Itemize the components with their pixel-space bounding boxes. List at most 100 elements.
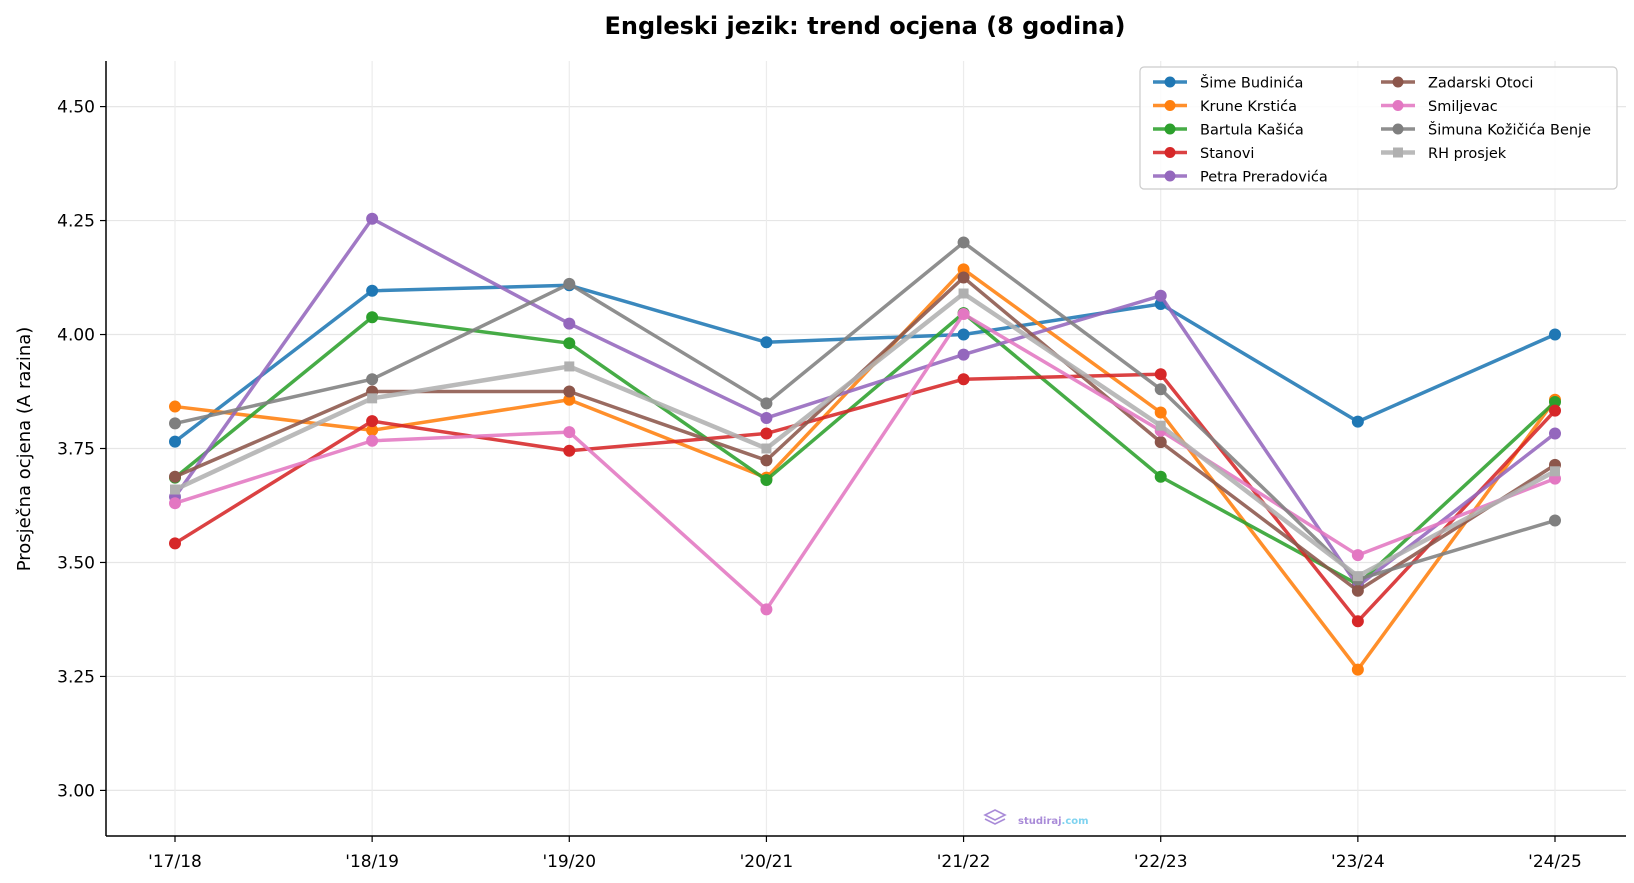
- legend-label: Petra Preradovića: [1200, 170, 1328, 186]
- legend-item: Stanovi: [1153, 146, 1254, 162]
- data-point: [957, 271, 970, 284]
- x-tick-label: '18/19: [345, 852, 399, 872]
- legend-label: Bartula Kašića: [1200, 123, 1304, 139]
- x-tick-label: '21/22: [937, 852, 991, 872]
- legend-item: Šime Budinića: [1153, 74, 1303, 92]
- y-tick-label: 3.25: [57, 667, 95, 687]
- data-point: [760, 454, 773, 467]
- data-point: [563, 426, 576, 439]
- svg-text:studiraj.com: studiraj.com: [1018, 816, 1089, 827]
- legend-swatch-marker: [1392, 100, 1404, 111]
- data-point: [1154, 383, 1167, 396]
- data-point: [366, 311, 379, 324]
- legend-item: Petra Preradovića: [1153, 170, 1328, 186]
- data-point: [366, 284, 379, 297]
- data-point: [1154, 406, 1167, 419]
- data-point: [957, 263, 970, 276]
- data-point: [1549, 328, 1561, 341]
- data-point: [1351, 615, 1364, 628]
- series-group: [169, 212, 1561, 676]
- data-point: [366, 424, 379, 437]
- legend-item: Smiljevac: [1381, 99, 1498, 115]
- data-point: [169, 417, 181, 430]
- data-point: [958, 288, 969, 299]
- y-tick-label: 4.50: [57, 98, 95, 118]
- data-point: [761, 443, 772, 454]
- series-line: [174, 240, 1556, 582]
- data-point: [563, 393, 576, 406]
- legend-swatch-marker: [1392, 123, 1404, 135]
- legend: Šime Budinića Krune Krstića Bartula Kašića…: [1139, 66, 1618, 190]
- data-point: [1352, 571, 1363, 582]
- y-tick-label: 3.50: [57, 553, 95, 573]
- y-tick-label: 4.25: [57, 212, 95, 232]
- data-point: [563, 317, 576, 330]
- data-point: [760, 397, 773, 410]
- legend-swatch-marker: [1164, 123, 1176, 135]
- data-point: [760, 473, 773, 486]
- data-point: [760, 427, 773, 440]
- data-point: [1154, 436, 1167, 449]
- series-zadarski-otoci: [169, 271, 1561, 597]
- legend-label: Stanovi: [1200, 146, 1254, 162]
- watermark-brand: studiraj: [1018, 816, 1062, 827]
- data-point: [957, 236, 970, 249]
- series-line: [173, 283, 1556, 444]
- data-point: [760, 411, 773, 424]
- series-line: [174, 312, 1556, 612]
- data-point: [760, 336, 773, 349]
- legend-item: Krune Krstića: [1153, 99, 1297, 115]
- legend-swatch-marker: [1393, 147, 1403, 158]
- data-point: [1549, 396, 1561, 408]
- series-line: [173, 216, 1557, 588]
- x-tick-label: '24/25: [1528, 852, 1582, 872]
- data-point: [169, 400, 181, 413]
- legend-item: Šimuna Kožičića Benje: [1381, 121, 1591, 139]
- data-point: [1154, 289, 1167, 302]
- legend-swatch-marker: [1164, 170, 1176, 182]
- watermark-logo-icon: [983, 809, 1007, 825]
- data-point: [563, 385, 576, 398]
- data-point: [1351, 584, 1364, 597]
- data-point: [367, 393, 378, 404]
- data-point: [564, 361, 575, 372]
- legend-label: Krune Krstića: [1200, 99, 1297, 115]
- data-point: [957, 348, 970, 361]
- data-point: [1549, 427, 1561, 440]
- data-point: [957, 328, 970, 341]
- data-point: [366, 415, 379, 428]
- x-tick-label: '19/20: [542, 852, 596, 872]
- data-point: [170, 484, 180, 495]
- series-line: [174, 372, 1557, 624]
- x-tick-label: '20/21: [740, 852, 794, 872]
- data-point: [957, 373, 970, 386]
- y-tick-label: 3.75: [57, 440, 95, 460]
- legend-item: Zadarski Otoci: [1381, 76, 1533, 92]
- y-axis-label: Prosječna ocjena (A razina): [14, 327, 35, 572]
- watermark: studiraj.com: [983, 809, 1089, 827]
- data-point: [366, 434, 379, 447]
- data-point: [169, 470, 181, 483]
- series-line: [174, 291, 1557, 579]
- data-point: [366, 373, 379, 386]
- x-tick-label: '17/18: [148, 852, 202, 872]
- data-point: [1549, 514, 1561, 527]
- data-point: [563, 337, 576, 350]
- watermark-domain: .com: [1062, 816, 1089, 827]
- data-point: [169, 435, 181, 448]
- data-point: [1549, 404, 1561, 417]
- data-point: [169, 497, 181, 510]
- x-tick-label: '23/24: [1331, 852, 1385, 872]
- data-point: [1155, 420, 1166, 431]
- x-axis-ticks: '17/18 '18/19 '19/20 '20/21 '21/22 '22/23 '23/…: [148, 836, 1582, 872]
- legend-swatch-marker: [1164, 147, 1176, 158]
- legend-label: RH prosjek: [1428, 146, 1507, 162]
- data-point: [366, 212, 379, 225]
- y-tick-label: 3.00: [57, 781, 95, 801]
- legend-label: Šimuna Kožičića Benje: [1428, 121, 1591, 139]
- legend-item: RH prosjek: [1381, 146, 1507, 162]
- data-point: [1351, 549, 1364, 562]
- data-point: [1550, 466, 1560, 477]
- y-axis-ticks: 3.00 3.25 3.50 3.75 4.00 4.25 4.50: [57, 98, 106, 801]
